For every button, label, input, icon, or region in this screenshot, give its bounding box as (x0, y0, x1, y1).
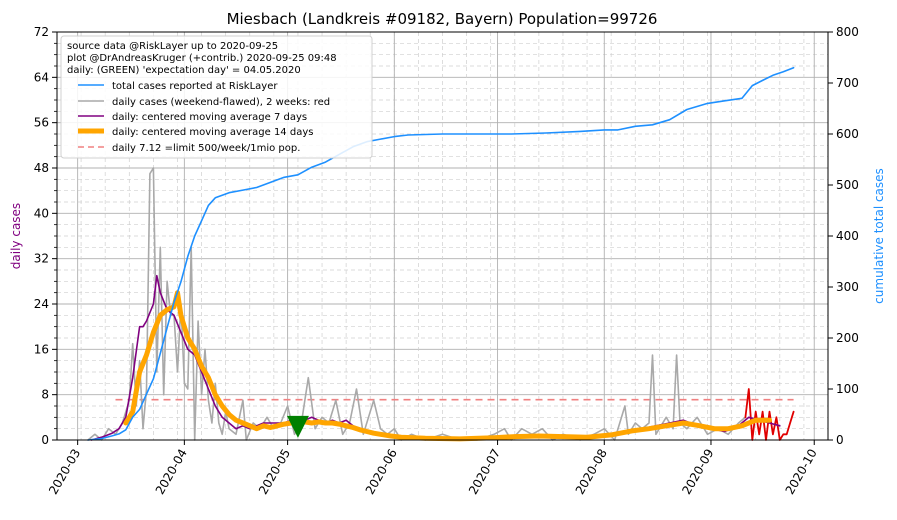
legend: source data @RiskLayer up to 2020-09-25 … (60, 35, 373, 159)
left-axis: 0 8 16 24 32 40 48 56 64 72 (34, 25, 57, 447)
right-axis-tick-label: 600 (836, 127, 859, 141)
left-axis-tick-label: 72 (34, 25, 49, 39)
legend-label: daily: centered moving average 7 days (112, 112, 307, 123)
right-axis-tick-label: 0 (836, 433, 844, 447)
series-total-cases-line (87, 66, 795, 441)
x-axis-tick-label: 2020-06 (363, 447, 400, 497)
x-axis-tick-label: 2020-04 (153, 447, 190, 497)
left-axis-tick-label: 8 (41, 388, 49, 402)
left-axis-tick-label: 40 (34, 206, 49, 220)
legend-label: total cases reported at RiskLayer (112, 81, 278, 92)
left-axis-label: daily cases (9, 203, 23, 269)
left-axis-tick-label: 16 (34, 342, 49, 356)
left-axis-tick-label: 64 (34, 70, 49, 84)
left-axis-tick-label: 24 (34, 297, 49, 311)
legend-label: daily: centered moving average 14 days (112, 127, 313, 138)
x-axis-tick-label: 2020-07 (466, 446, 503, 496)
legend-info-line: daily: (GREEN) 'expectation day' = 04.05… (67, 65, 301, 76)
legend-box (60, 35, 373, 159)
left-axis-tick-label: 48 (34, 161, 49, 175)
series-daily-recent-line (744, 388, 795, 441)
x-axis-tick-label: 2020-10 (783, 447, 820, 497)
x-axis-tick-label: 2020-08 (573, 447, 610, 497)
right-axis-tick-label: 500 (836, 178, 859, 192)
legend-label: daily 7.12 =limit 500/week/1mio pop. (112, 143, 300, 154)
legend-info-line: plot @DrAndreasKruger (+contrib.) 2020-0… (67, 53, 337, 64)
left-axis-tick-label: 0 (41, 433, 49, 447)
x-axis-tick-label: 2020-03 (46, 447, 83, 497)
right-axis-label: cumulative total cases (872, 168, 886, 304)
series-layer (87, 66, 795, 442)
right-axis-tick-label: 200 (836, 331, 859, 345)
legend-info-line: source data @RiskLayer up to 2020-09-25 (67, 41, 278, 52)
x-axis-tick-label: 2020-05 (256, 447, 293, 497)
right-axis: 0 100 200 300 400 500 600 700 800 (828, 25, 859, 447)
expectation-day-marker (286, 415, 309, 438)
right-axis-tick-label: 800 (836, 25, 859, 39)
right-axis-tick-label: 100 (836, 382, 859, 396)
right-axis-tick-label: 400 (836, 229, 859, 243)
x-axis-tick-label: 2020-09 (679, 447, 716, 497)
marker-layer (286, 415, 309, 438)
right-axis-tick-label: 300 (836, 280, 859, 294)
x-axis: 2020-03 2020-04 2020-05 2020-06 2020-07 2020-… (46, 440, 820, 497)
left-axis-tick-label: 32 (34, 252, 49, 266)
right-axis-tick-label: 700 (836, 76, 859, 90)
chart-title: Miesbach (Landkreis #09182, Bayern) Popu… (227, 10, 658, 28)
legend-label: daily cases (weekend-flawed), 2 weeks: r… (112, 97, 330, 108)
series-ma14-line (123, 290, 772, 442)
left-axis-tick-label: 56 (34, 116, 49, 130)
